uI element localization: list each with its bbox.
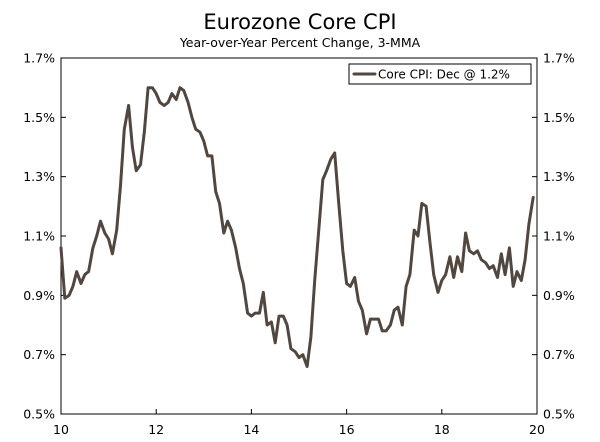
x-tick-label: 14 [243, 422, 259, 437]
y-tick-label-right: 1.3% [543, 169, 575, 184]
legend: Core CPI: Dec @ 1.2% [348, 63, 532, 85]
x-tick-label: 18 [434, 422, 450, 437]
y-tick-label-right: 0.7% [543, 347, 575, 362]
y-tick-label-left: 1.5% [23, 110, 55, 125]
x-tick-label: 12 [148, 422, 164, 437]
chart-subtitle: Year-over-Year Percent Change, 3-MMA [179, 35, 421, 50]
chart-title: Eurozone Core CPI [203, 10, 396, 34]
series-line-core-cpi [59, 86, 535, 368]
y-tick-label-right: 0.9% [543, 288, 575, 303]
y-tick-label-right: 1.5% [543, 110, 575, 125]
y-tick-label-right: 0.5% [543, 407, 575, 422]
legend-label: Core CPI: Dec @ 1.2% [378, 68, 510, 82]
legend-box [348, 63, 532, 85]
y-tick-label-right: 1.1% [543, 229, 575, 244]
y-tick-label-left: 1.1% [23, 229, 55, 244]
y-tick-label-left: 0.7% [23, 347, 55, 362]
y-tick-label-left: 0.9% [23, 288, 55, 303]
x-tick-label: 16 [339, 422, 355, 437]
y-axis-right: 0.5% 0.7% 0.9% 1.1% 1.3% 1.5% 1.7% [532, 51, 575, 422]
y-axis-left: 0.5% 0.7% 0.9% 1.1% 1.3% 1.5% 1.7% [23, 51, 66, 422]
y-tick-label-right: 1.7% [543, 51, 575, 66]
y-tick-label-left: 1.3% [23, 169, 55, 184]
y-tick-label-left: 1.7% [23, 51, 55, 66]
x-tick-label: 10 [53, 422, 69, 437]
x-tick-label: 20 [529, 422, 545, 437]
x-axis: 10 12 14 16 18 20 [53, 409, 545, 437]
y-tick-label-left: 0.5% [23, 407, 55, 422]
